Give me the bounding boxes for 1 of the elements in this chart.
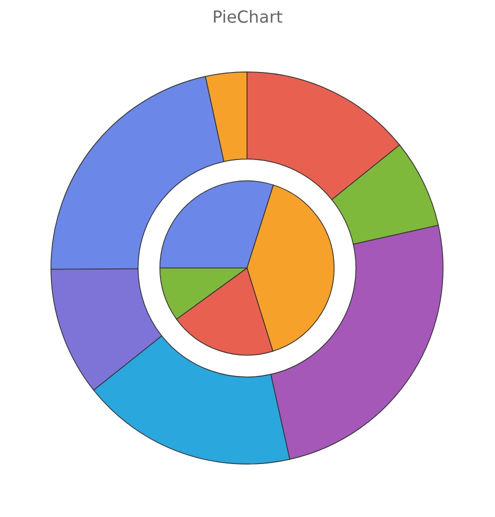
- chart-title: PieChart: [214, 10, 282, 23]
